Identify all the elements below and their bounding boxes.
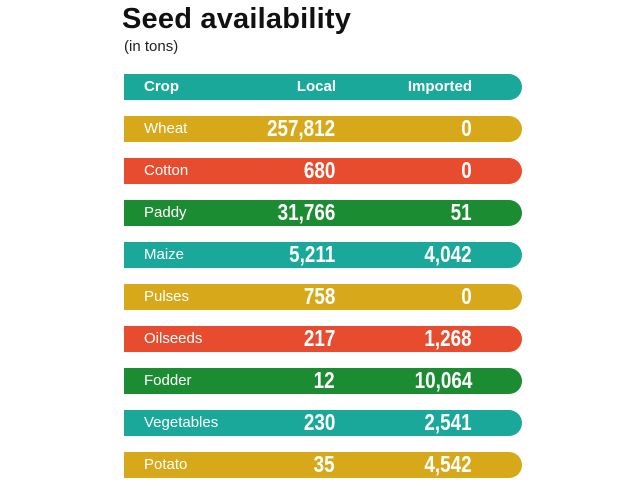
chart-title: Seed availability [122, 3, 352, 35]
crop-label: Pulses [144, 288, 190, 305]
local-value: 12 [314, 367, 335, 393]
imported-value: 4,042 [424, 241, 472, 267]
table-row-pulses: Pulses 758 0 [124, 283, 522, 310]
table-header-row: Crop Local Imported [124, 74, 522, 100]
imported-value: 0 [461, 115, 472, 141]
header-imported: Imported [407, 78, 472, 95]
local-value: 5,211 [288, 241, 335, 267]
table-row-maize: Maize 5,211 4,042 [124, 241, 522, 268]
crop-label: Oilseeds [144, 330, 203, 347]
table-row-potato: Potato 35 4,542 [124, 451, 522, 478]
seed-table: Crop Local Imported Wheat 257,812 0 Cotton 6… [124, 74, 522, 494]
crop-label: Wheat [144, 120, 188, 137]
crop-label: Fodder [144, 372, 192, 389]
header-crop: Crop [144, 78, 179, 95]
imported-value: 51 [451, 199, 472, 225]
crop-label: Potato [144, 456, 188, 473]
crop-label: Maize [144, 246, 185, 263]
imported-value: 0 [461, 157, 472, 183]
local-value: 31,766 [277, 199, 335, 225]
table-row-wheat: Wheat 257,812 0 [124, 115, 522, 142]
table-row-fodder: Fodder 12 10,064 [124, 367, 522, 394]
imported-value: 0 [461, 283, 472, 309]
local-value: 257,812 [266, 115, 335, 141]
table-row-vegetables: Vegetables 230 2,541 [124, 409, 522, 436]
crop-label: Paddy [144, 204, 187, 221]
local-value: 217 [303, 325, 335, 351]
table-row-cotton: Cotton 680 0 [124, 157, 522, 184]
table-row-oilseeds: Oilseeds 217 1,268 [124, 325, 522, 352]
local-value: 35 [314, 451, 335, 477]
chart-subtitle: (in tons) [124, 38, 179, 55]
imported-value: 2,541 [424, 409, 472, 435]
header-local: Local [296, 78, 336, 95]
imported-value: 1,268 [424, 325, 472, 351]
local-value: 758 [303, 283, 335, 309]
local-value: 230 [303, 409, 335, 435]
table-body: Wheat 257,812 0 Cotton 680 0 Paddy 31,766 51 Maiz… [124, 115, 522, 478]
crop-label: Cotton [144, 162, 189, 179]
local-value: 680 [303, 157, 335, 183]
table-row-paddy: Paddy 31,766 51 [124, 199, 522, 226]
imported-value: 4,542 [424, 451, 472, 477]
imported-value: 10,064 [414, 367, 472, 393]
crop-label: Vegetables [144, 414, 219, 431]
